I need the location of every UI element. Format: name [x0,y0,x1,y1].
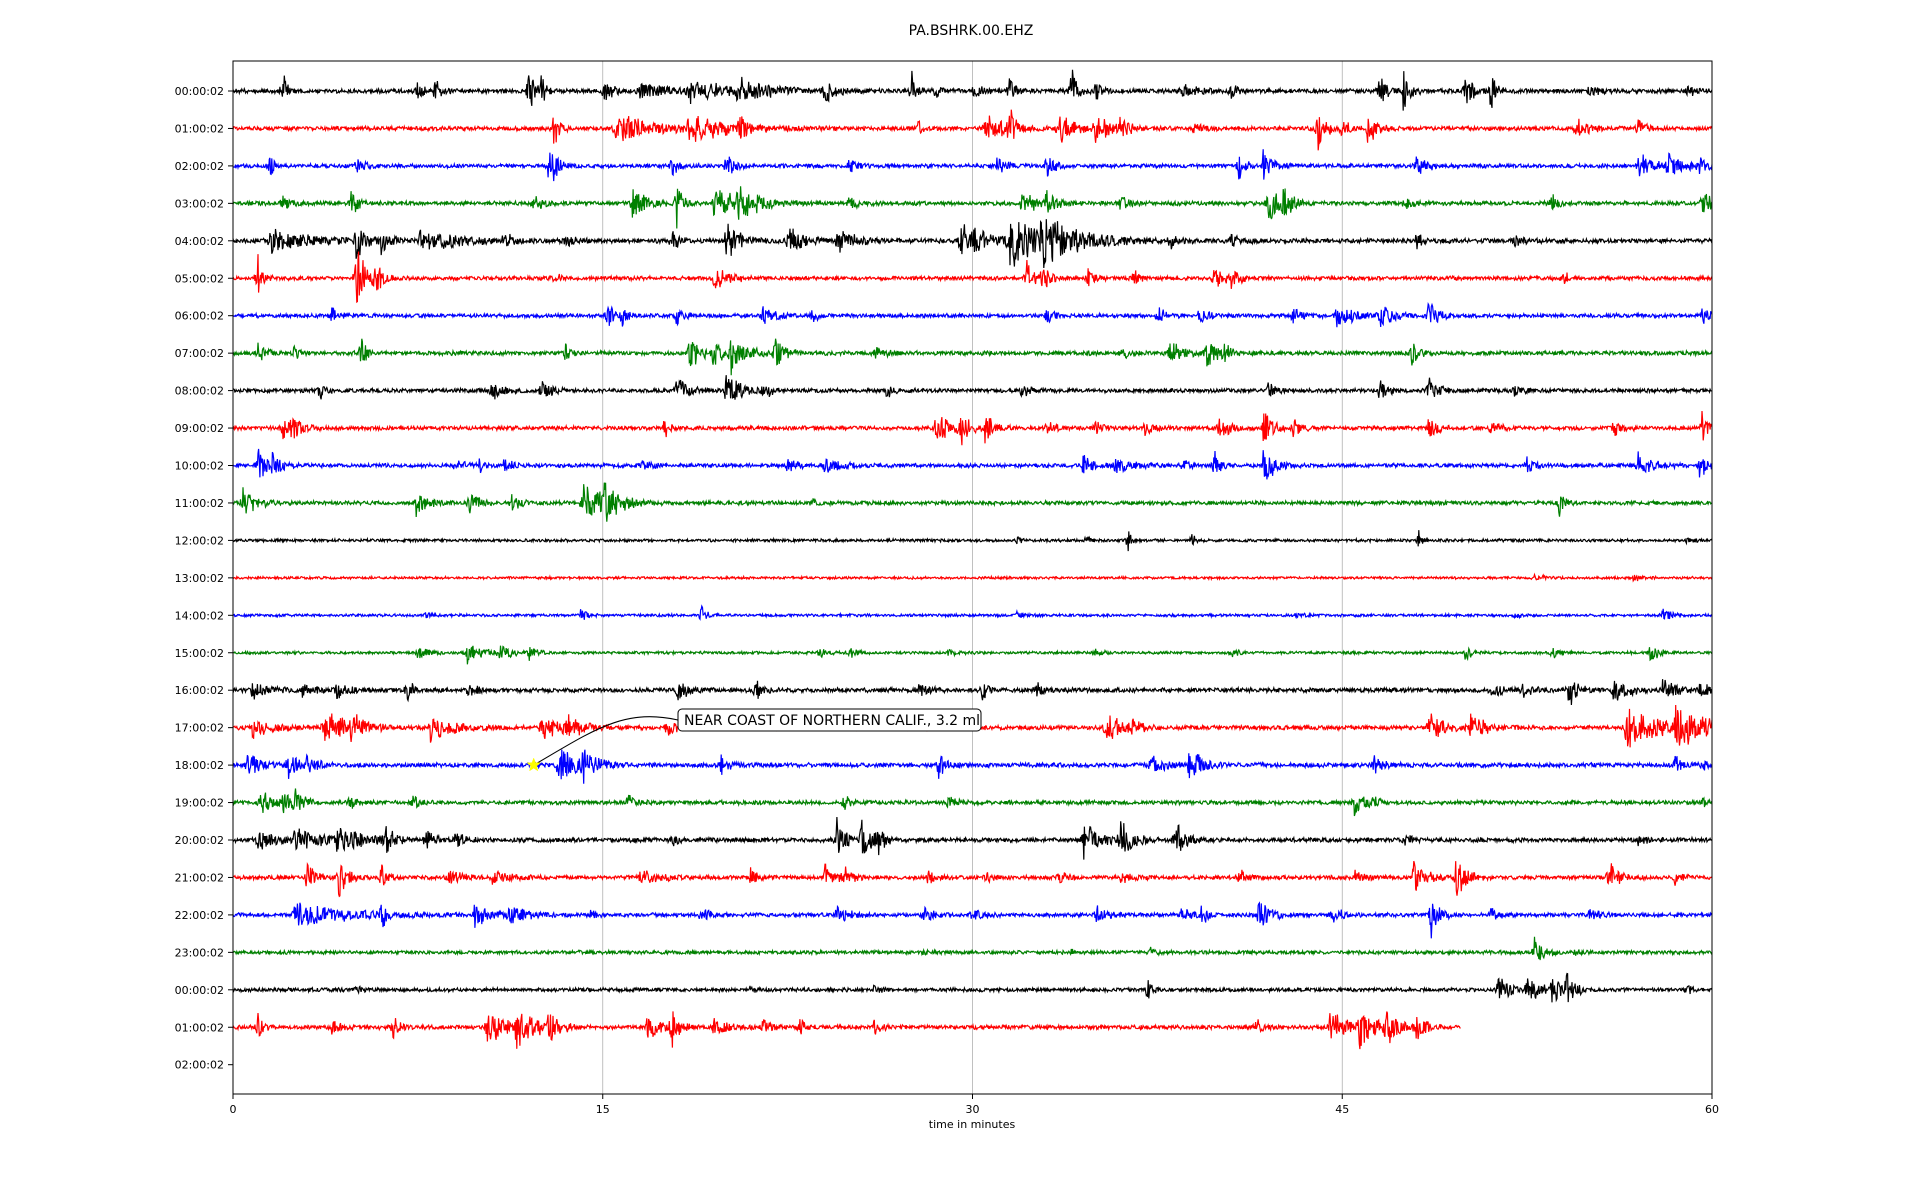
row-label-3: 03:00:02 [175,197,224,210]
row-label-14: 14:00:02 [175,609,224,622]
row-label-23: 23:00:02 [175,946,224,959]
row-label-8: 08:00:02 [175,385,224,398]
row-label-12: 12:00:02 [175,534,224,547]
trace-lines [232,69,1713,1050]
row-labels: 00:00:02 01:00:02 02:00:02 03:00:02 04:00:02… [175,85,233,1072]
trace-row-4 [232,219,1713,269]
row-label-10: 10:00:02 [175,460,224,473]
row-label-2: 02:00:02 [175,160,224,173]
trace-row-18 [232,749,1713,784]
event-annotation: NEAR COAST OF NORTHERN CALIF., 3.2 ml [526,708,982,772]
row-label-11: 11:00:02 [175,497,224,510]
trace-row-24 [232,972,1713,1003]
annotation-box [677,708,982,732]
row-label-24: 00:00:02 [175,984,224,997]
row-label-9: 09:00:02 [175,422,224,435]
trace-row-8 [233,375,1713,400]
plot-frame [232,60,1713,1095]
trace-row-25 [232,1011,1461,1050]
annotation-text: NEAR COAST OF NORTHERN CALIF., 3.2 ml [684,713,980,729]
trace-row-0 [232,69,1713,111]
x-tick-label-0: 0 [230,1103,237,1116]
x-tick-label-2: 30 [966,1103,980,1116]
trace-row-10 [232,448,1713,480]
row-label-26: 02:00:02 [175,1059,224,1072]
row-label-21: 21:00:02 [175,871,224,884]
x-axis-label: time in minutes [929,1118,1016,1131]
x-tick-label-3: 45 [1335,1103,1349,1116]
row-label-1: 01:00:02 [175,122,224,135]
row-label-25: 01:00:02 [175,1021,224,1034]
event-star-marker [526,757,542,772]
row-label-17: 17:00:02 [175,722,224,735]
row-label-16: 16:00:02 [175,684,224,697]
trace-row-15 [233,645,1713,665]
trace-row-16 [232,679,1713,706]
chart-title: PA.BSHRK.00.EHZ [909,23,1034,39]
x-tick-label-4: 60 [1705,1103,1719,1116]
trace-row-20 [232,816,1713,860]
trace-row-12 [232,530,1713,552]
row-label-22: 22:00:02 [175,909,224,922]
row-label-5: 05:00:02 [175,272,224,285]
trace-row-23 [232,936,1713,961]
row-label-0: 00:00:02 [175,85,224,98]
trace-row-5 [232,251,1713,304]
trace-row-19 [232,788,1713,817]
annotation-arrow [533,716,679,766]
trace-row-1 [232,109,1713,151]
trace-row-14 [232,604,1713,621]
row-label-20: 20:00:02 [175,834,224,847]
trace-row-11 [233,482,1713,522]
row-label-18: 18:00:02 [175,759,224,772]
x-axis-ticks: 0 15 30 45 60 [230,1094,1719,1116]
trace-row-21 [232,860,1713,898]
trace-row-7 [232,338,1713,376]
row-label-6: 06:00:02 [175,310,224,323]
row-label-15: 15:00:02 [175,647,224,660]
trace-row-3 [232,186,1713,229]
row-label-19: 19:00:02 [175,797,224,810]
trace-row-2 [232,149,1713,182]
row-label-13: 13:00:02 [175,572,224,585]
trace-row-9 [232,410,1713,446]
x-tick-label-1: 15 [596,1103,610,1116]
trace-row-6 [232,302,1713,328]
row-label-4: 04:00:02 [175,235,224,248]
row-label-7: 07:00:02 [175,347,224,360]
trace-row-13 [232,572,1713,583]
trace-row-22 [232,901,1713,939]
